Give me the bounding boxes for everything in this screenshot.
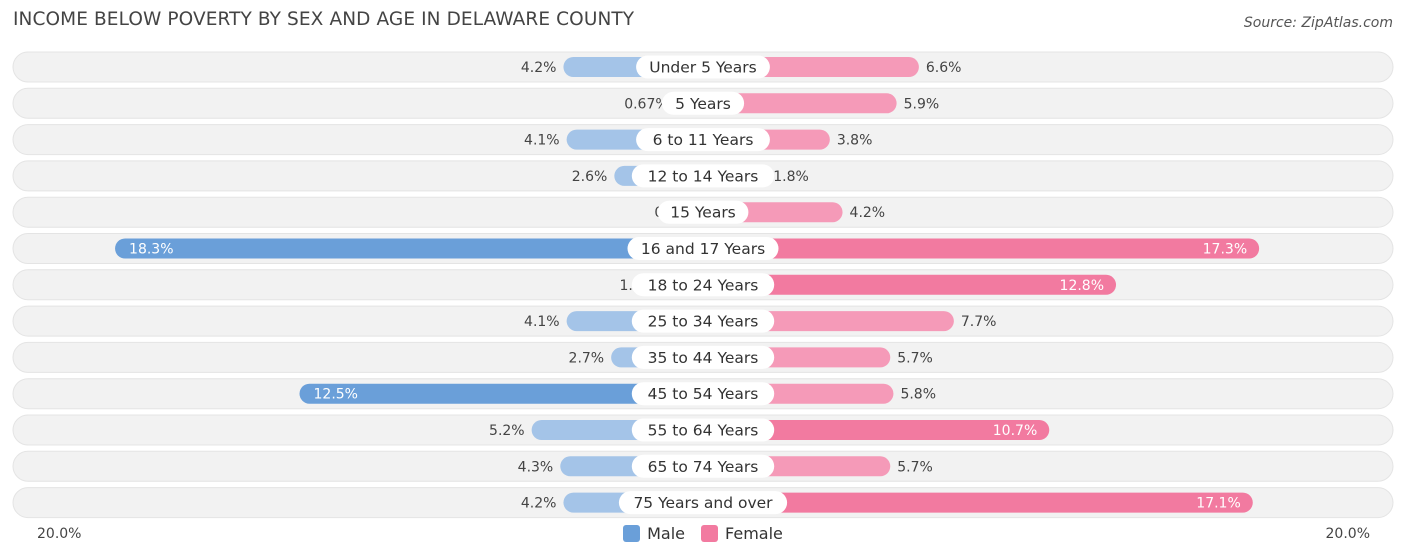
legend-label-male: Male — [647, 524, 686, 543]
source-label: Source: ZipAtlas.com — [1243, 15, 1393, 31]
value-label-female: 5.9% — [904, 96, 940, 112]
category-pill — [631, 164, 775, 188]
legend-item-male[interactable]: Male — [623, 524, 685, 543]
value-label-male: 4.3% — [518, 459, 554, 475]
value-label-male: 4.1% — [524, 314, 560, 330]
category-pill — [636, 128, 770, 152]
legend: Male Female — [0, 524, 1406, 543]
value-label-male: 5.2% — [489, 423, 525, 439]
value-label-male: 2.7% — [569, 350, 605, 366]
value-label-female: 17.1% — [1196, 496, 1240, 512]
axis-left-label: 20.0% — [37, 526, 82, 542]
category-label: 55 to 64 Years — [648, 422, 759, 440]
category-label: 75 Years and over — [633, 494, 773, 512]
category-pill — [661, 91, 745, 115]
value-label-male: 12.5% — [314, 387, 358, 403]
legend-swatch-male — [623, 525, 641, 542]
value-label-female: 5.8% — [900, 387, 936, 403]
category-label: 65 to 74 Years — [648, 458, 759, 476]
category-label: 45 to 54 Years — [648, 385, 759, 403]
value-label-female: 1.8% — [773, 169, 809, 185]
bar-female — [703, 420, 1050, 440]
category-pill — [636, 55, 770, 79]
bar-male — [299, 383, 703, 404]
value-label-female: 5.7% — [897, 350, 933, 366]
value-label-female: 3.8% — [837, 133, 873, 149]
category-label: 35 to 44 Years — [648, 349, 759, 367]
chart-canvas: 4.2% 6.6% Under 5 Years 0.67% 5.9% 5 Years 4.1… — [12, 51, 1394, 519]
value-label-male: 4.2% — [521, 60, 557, 76]
legend-label-female: Female — [725, 524, 783, 543]
value-label-male: 4.1% — [524, 133, 560, 149]
category-pill — [631, 273, 775, 297]
value-label-male: 18.3% — [129, 242, 173, 258]
category-label: 12 to 14 Years — [648, 167, 759, 185]
category-label: 18 to 24 Years — [648, 276, 759, 294]
value-label-female: 17.3% — [1203, 242, 1247, 258]
bar-female — [703, 93, 897, 114]
value-label-female: 5.7% — [897, 459, 933, 475]
category-pill — [627, 237, 779, 260]
category-pill — [631, 382, 775, 406]
axis-right-label: 20.0% — [1325, 526, 1370, 542]
value-label-male: 2.6% — [572, 169, 608, 185]
value-label-female: 10.7% — [993, 423, 1037, 439]
category-pill — [618, 491, 788, 515]
category-label: 16 and 17 Years — [641, 240, 765, 258]
bar-female — [703, 492, 1253, 513]
value-label-female: 12.8% — [1060, 278, 1104, 294]
bar-female — [703, 238, 1260, 259]
category-pill — [631, 454, 775, 478]
category-label: 6 to 11 Years — [653, 131, 754, 149]
chart-title: INCOME BELOW POVERTY BY SEX AND AGE IN D… — [13, 9, 635, 30]
value-label-male: 0.67% — [624, 96, 668, 112]
category-label: 5 Years — [675, 95, 731, 113]
category-pill — [657, 200, 749, 224]
legend-swatch-female — [701, 525, 719, 542]
category-pill — [631, 345, 775, 369]
bar-male — [115, 238, 703, 259]
value-label-female: 7.7% — [961, 314, 997, 330]
category-pill — [631, 309, 775, 333]
value-label-female: 4.2% — [850, 205, 886, 221]
category-pill — [631, 418, 775, 442]
legend-item-female[interactable]: Female — [701, 524, 783, 543]
bar-female — [703, 274, 1117, 295]
category-label: 15 Years — [670, 204, 736, 222]
value-label-female: 6.6% — [926, 60, 962, 76]
category-label: 25 to 34 Years — [648, 313, 759, 331]
value-label-male: 4.2% — [521, 496, 557, 512]
category-label: Under 5 Years — [649, 59, 757, 77]
